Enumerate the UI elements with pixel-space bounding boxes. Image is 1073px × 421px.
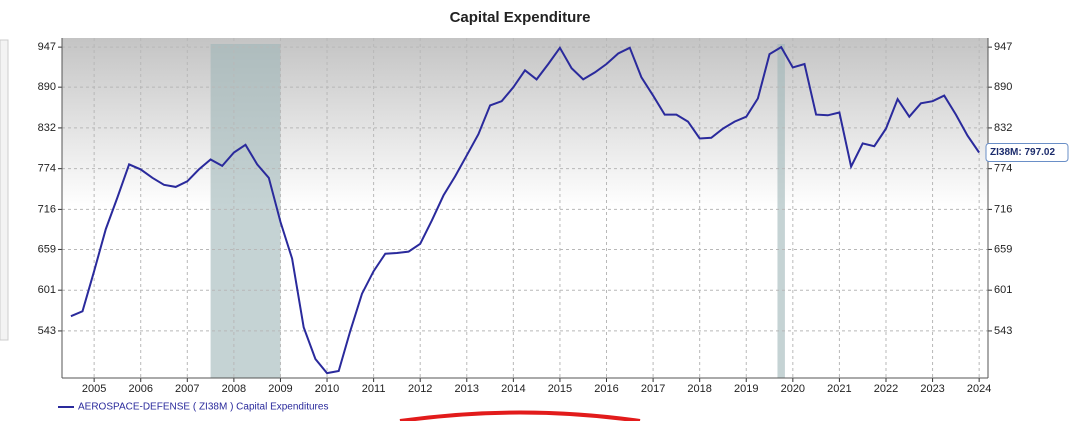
x-tick-label: 2015 bbox=[548, 383, 572, 395]
y2-tick-label: 716 bbox=[994, 203, 1012, 215]
y2-tick-label: 601 bbox=[994, 284, 1012, 296]
x-tick-label: 2020 bbox=[781, 383, 805, 395]
annotation: ZI38M: 797.02 bbox=[990, 147, 1055, 158]
x-tick-label: 2018 bbox=[687, 383, 711, 395]
y-tick-label: 601 bbox=[38, 284, 56, 296]
x-tick-label: 2010 bbox=[315, 383, 339, 395]
x-tick-label: 2013 bbox=[455, 383, 479, 395]
plot-background bbox=[62, 38, 988, 378]
plot: 543 543 601 601 659 659 716 716 774 774 832 832 890 8… bbox=[38, 38, 1069, 413]
y2-tick-label: 890 bbox=[994, 81, 1012, 93]
recession-band bbox=[210, 44, 281, 378]
y2-tick-label: 947 bbox=[994, 41, 1012, 53]
legend-label: AEROSPACE-DEFENSE ( ZI38M ) Capital Expe… bbox=[78, 402, 328, 413]
x-tick-label: 2012 bbox=[408, 383, 432, 395]
y-tick-label: 947 bbox=[38, 41, 56, 53]
x-tick-label: 2022 bbox=[874, 383, 898, 395]
y2-tick-label: 543 bbox=[994, 325, 1012, 337]
y-tick-label: 659 bbox=[38, 243, 56, 255]
x-tick-label: 2009 bbox=[268, 383, 292, 395]
x-tick-label: 2011 bbox=[362, 383, 386, 395]
side-panel bbox=[0, 39, 9, 341]
x-tick-label: 2017 bbox=[641, 383, 665, 395]
y-tick-label: 543 bbox=[38, 325, 56, 337]
x-tick-label: 2019 bbox=[734, 383, 758, 395]
y-tick-label: 774 bbox=[38, 163, 56, 175]
series-line bbox=[70, 45, 980, 375]
x-tick-label: 2021 bbox=[827, 383, 851, 395]
chart-title: Capital Expenditure bbox=[450, 9, 591, 26]
x-tick-label: 2008 bbox=[222, 383, 246, 395]
y2-tick-label: 832 bbox=[994, 122, 1012, 134]
x-tick-label: 2023 bbox=[920, 383, 944, 395]
recession-band bbox=[777, 44, 785, 378]
x-tick-label: 2016 bbox=[594, 383, 618, 395]
x-tick-label: 2006 bbox=[128, 383, 152, 395]
x-tick-label: 2007 bbox=[175, 383, 199, 395]
y2-tick-label: 659 bbox=[994, 243, 1012, 255]
x-tick-label: 2024 bbox=[967, 383, 991, 395]
y-tick-label: 890 bbox=[38, 81, 56, 93]
y-tick-label: 832 bbox=[38, 122, 56, 134]
x-tick-label: 2014 bbox=[501, 383, 525, 395]
y-tick-label: 716 bbox=[38, 203, 56, 215]
decoration-stroke bbox=[399, 410, 641, 421]
y2-tick-label: 774 bbox=[994, 163, 1012, 175]
annotation-box bbox=[985, 142, 1069, 162]
x-tick-label: 2005 bbox=[82, 383, 106, 395]
